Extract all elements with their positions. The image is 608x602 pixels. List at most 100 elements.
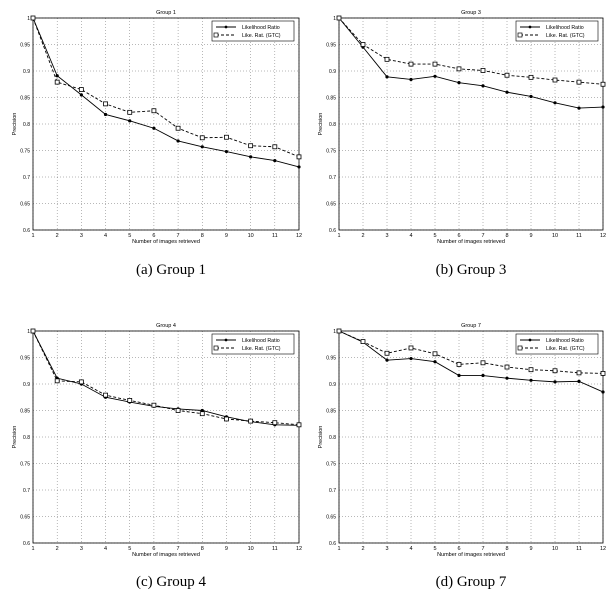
legend: Likelihood Ratio Like. Rat. (GTC) xyxy=(515,20,599,42)
y-tick-label: 0.9 xyxy=(23,382,30,388)
series-line-1 xyxy=(338,330,604,374)
x-tick-label: 11 xyxy=(576,546,582,552)
legend-marker-dot xyxy=(528,25,532,29)
series-point-square xyxy=(175,125,181,131)
x-tick-label: 12 xyxy=(296,546,302,552)
series-point-dot xyxy=(457,81,461,85)
x-tick-label: 1 xyxy=(31,233,34,239)
series-point-square xyxy=(127,109,133,115)
y-tick-label: 0.85 xyxy=(20,96,30,102)
legend-marker-square xyxy=(517,345,523,351)
series-point-square xyxy=(30,15,36,21)
series-point-square xyxy=(224,416,229,422)
x-tick-label: 9 xyxy=(529,233,532,239)
series-point-square xyxy=(480,68,486,73)
x-tick-label: 8 xyxy=(201,546,204,552)
y-tick-label: 0.8 xyxy=(329,122,336,128)
series-point-dot xyxy=(577,106,581,110)
series-point-dot xyxy=(529,378,533,382)
series-point-dot xyxy=(505,376,509,380)
series-point-dot xyxy=(505,90,509,94)
y-tick-label: 0.95 xyxy=(20,356,30,362)
y-tick-label: 0.8 xyxy=(23,435,30,441)
series-point-dot xyxy=(79,93,83,97)
series-point-dot xyxy=(409,356,413,361)
plot-frame xyxy=(32,17,300,231)
y-tick-label: 0.75 xyxy=(20,149,30,155)
x-tick-label: 1 xyxy=(337,233,340,239)
series-point-dot xyxy=(385,75,389,79)
series-point-square xyxy=(296,154,302,160)
x-tick-label: 7 xyxy=(177,233,180,239)
series-point-dot xyxy=(297,165,301,169)
series-point-dot xyxy=(481,373,485,378)
series-point-dot xyxy=(249,155,253,159)
x-tick-label: 12 xyxy=(296,233,302,239)
series-line-1 xyxy=(338,17,604,85)
series-point-square xyxy=(504,364,510,370)
series-point-square xyxy=(384,56,390,62)
series-point-square xyxy=(360,42,366,47)
series-point-dot xyxy=(481,84,485,88)
x-tick-label: 12 xyxy=(600,233,606,239)
x-tick-label: 3 xyxy=(385,546,388,552)
series-point-square xyxy=(600,370,606,376)
legend: Likelihood Ratio Like. Rat. (GTC) xyxy=(211,20,295,42)
series-point-square xyxy=(528,74,534,80)
legend-marker-square xyxy=(517,32,523,38)
series-point-dot xyxy=(128,119,132,123)
y-tick-label: 0.7 xyxy=(329,488,336,494)
series-point-square xyxy=(151,402,157,408)
series-point-square xyxy=(78,379,84,385)
series-point-square xyxy=(408,61,414,67)
series-point-square xyxy=(384,350,390,356)
series-point-dot xyxy=(433,74,437,78)
x-tick-label: 4 xyxy=(409,546,412,552)
series-point-square xyxy=(336,328,342,334)
series-point-square xyxy=(528,367,534,373)
legend: Likelihood Ratio Like. Rat. (GTC) xyxy=(515,333,599,355)
series-point-dot xyxy=(224,149,229,154)
chart-title: Group 1 xyxy=(156,10,176,16)
x-tick-label: 8 xyxy=(505,546,508,552)
series-point-dot xyxy=(553,101,557,105)
x-tick-label: 5 xyxy=(128,233,131,239)
series-point-square xyxy=(151,108,157,114)
chart-title: Group 3 xyxy=(461,10,481,16)
x-tick-label: 4 xyxy=(104,546,107,552)
series-point-square xyxy=(78,87,84,92)
y-axis-label: Precision xyxy=(12,113,18,136)
series-point-square xyxy=(552,77,558,83)
series-point-dot xyxy=(601,105,605,109)
series-point-square xyxy=(504,72,510,78)
x-tick-label: 1 xyxy=(337,546,340,552)
y-tick-label: 0.6 xyxy=(23,228,30,234)
series-point-square xyxy=(272,144,278,150)
series-point-square xyxy=(30,328,36,334)
legend-label-1: Like. Rat. (GTC) xyxy=(546,346,585,352)
legend-label-0: Likelihood Ratio xyxy=(546,338,584,344)
x-axis-label: Number of images retrieved xyxy=(132,552,200,558)
x-tick-label: 6 xyxy=(152,546,155,552)
legend-label-0: Likelihood Ratio xyxy=(546,25,584,31)
series-point-square xyxy=(336,15,342,21)
series-point-square xyxy=(576,79,582,85)
y-tick-label: 0.9 xyxy=(329,69,336,75)
legend-label-0: Likelihood Ratio xyxy=(242,25,280,31)
series-point-square xyxy=(552,368,558,374)
series-point-square xyxy=(224,134,229,140)
x-tick-label: 3 xyxy=(80,233,83,239)
x-tick-label: 5 xyxy=(433,546,436,552)
y-tick-label: 0.65 xyxy=(20,515,30,521)
series-point-square xyxy=(432,61,438,67)
x-tick-label: 7 xyxy=(177,546,180,552)
x-tick-label: 2 xyxy=(361,546,364,552)
series-point-square xyxy=(576,370,582,376)
series-point-square xyxy=(103,392,108,398)
x-tick-label: 11 xyxy=(272,233,278,239)
